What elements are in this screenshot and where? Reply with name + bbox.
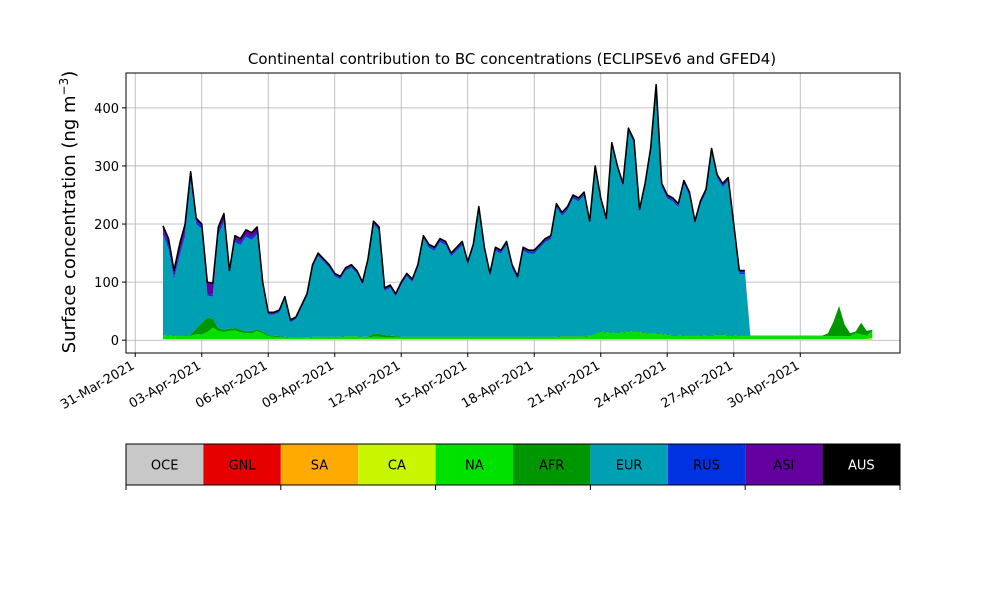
legend-swatch-aus: [822, 444, 900, 485]
y-tick-label: 200: [94, 218, 119, 233]
legend-label-sa: SA: [311, 459, 328, 474]
legend-label-rus: RUS: [693, 459, 720, 474]
y-tick-label: 100: [94, 276, 119, 291]
legend-swatch-asi: [745, 444, 823, 485]
legend-label-asi: ASI: [773, 459, 794, 474]
area-oce: [162, 339, 873, 341]
area-ca: [162, 337, 873, 340]
x-tick-label: 18-Apr-2021: [459, 358, 536, 411]
y-tick-label: 400: [94, 102, 119, 117]
x-tick-label: 27-Apr-2021: [659, 358, 736, 411]
legend-label-afr: AFR: [539, 459, 564, 474]
legend-swatch-sa: [280, 444, 359, 485]
x-tick-label: 21-Apr-2021: [526, 358, 603, 411]
legend-swatch-gnl: [203, 444, 281, 485]
legend-swatch-ca: [358, 444, 436, 485]
legend-label-eur: EUR: [616, 459, 643, 474]
legend-swatch-rus: [667, 444, 746, 485]
legend-swatch-oce: [126, 444, 204, 485]
legend-colorbar: OCE GNL SA CA NA AFR EUR RUS ASI AUS: [125, 443, 901, 490]
x-tick-label: 24-Apr-2021: [592, 358, 669, 411]
legend-swatch-eur: [590, 444, 668, 485]
legend-label-aus: AUS: [848, 459, 875, 474]
y-axis-label: Surface concentration (ng m−3): [57, 71, 80, 354]
legend-label-oce: OCE: [151, 459, 179, 474]
y-tick-label: 0: [111, 334, 119, 349]
y-axis: 0 100 200 300 400: [94, 102, 126, 349]
y-tick-label: 300: [94, 160, 119, 175]
x-tick-label: 12-Apr-2021: [326, 358, 403, 411]
x-tick-label: 09-Apr-2021: [260, 358, 337, 411]
y-axis-label-exponent: −3: [57, 78, 71, 96]
area-na: [162, 327, 873, 340]
legend-label-ca: CA: [388, 459, 406, 474]
total-line-group: [162, 83, 745, 321]
chart-title: Continental contribution to BC concentra…: [248, 50, 776, 68]
x-tick-label: 15-Apr-2021: [393, 358, 470, 411]
x-tick-label: 30-Apr-2021: [725, 358, 802, 411]
x-tick-label: 31-Mar-2021: [58, 358, 137, 412]
x-tick-label: 03-Apr-2021: [127, 358, 204, 411]
legend-label-na: NA: [465, 459, 484, 474]
y-axis-label-main: Surface concentration (ng m: [59, 95, 80, 353]
total-line: [162, 83, 745, 321]
plot-frame: [125, 72, 901, 354]
x-tick-label: 06-Apr-2021: [193, 358, 270, 411]
x-axis: 31-Mar-202103-Apr-202106-Apr-202109-Apr-…: [58, 353, 802, 413]
area-eur: [162, 88, 873, 338]
legend-swatch-na: [435, 444, 513, 485]
y-axis-label-close: ): [59, 71, 80, 78]
legend-frame: [125, 443, 901, 486]
legend-swatch-afr: [513, 444, 591, 485]
stacked-areas: [162, 84, 873, 341]
legend-label-gnl: GNL: [229, 459, 257, 474]
